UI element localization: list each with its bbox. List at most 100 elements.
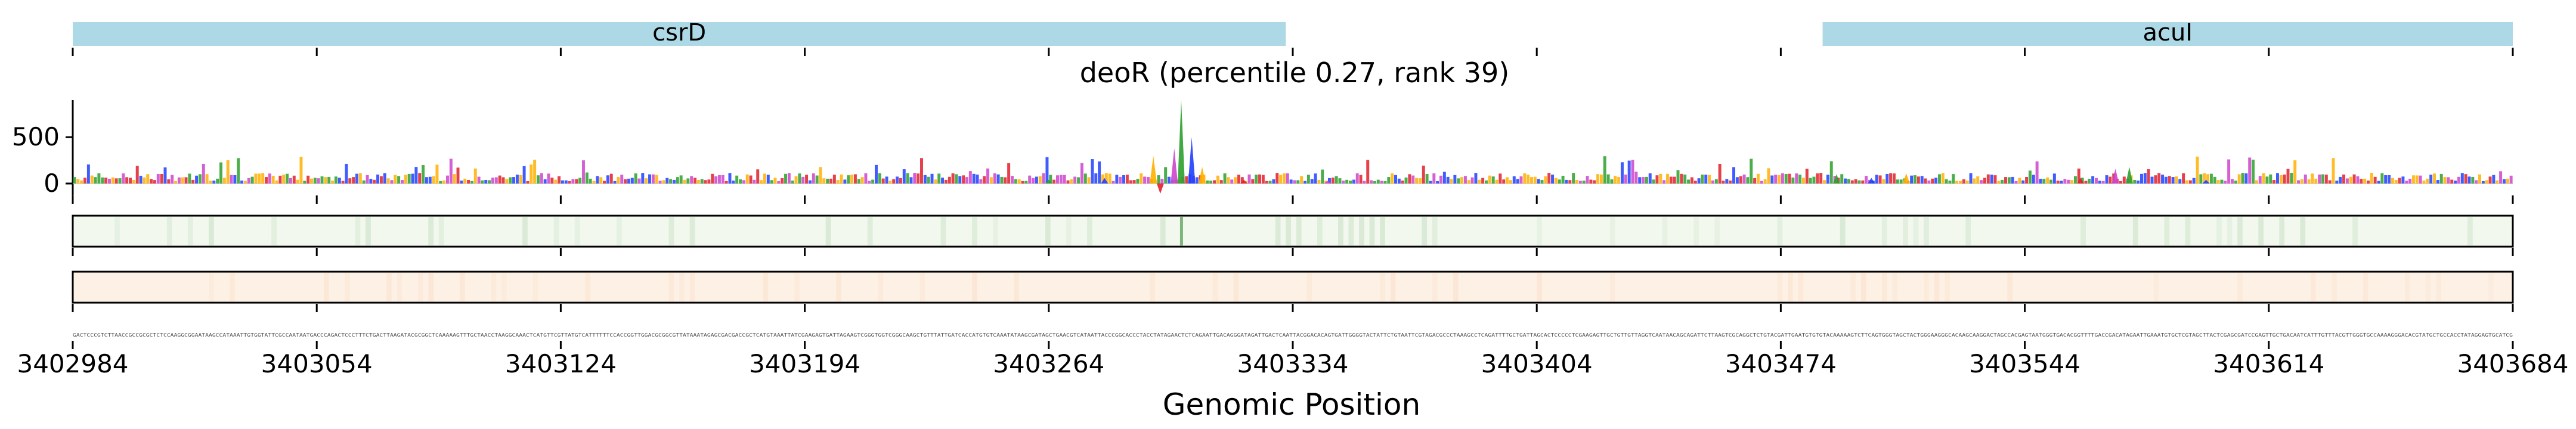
heatmap-cell	[1045, 217, 1051, 245]
logo-letter	[456, 167, 460, 184]
logo-letter	[1916, 176, 1920, 184]
logo-letter	[2415, 175, 2419, 184]
attribution-track: 500 0	[12, 100, 2514, 204]
logo-letter	[899, 178, 902, 184]
logo-letter	[1168, 176, 1171, 184]
logo-letter	[324, 177, 327, 184]
logo-letter	[292, 175, 296, 184]
logo-letter	[2154, 175, 2157, 184]
logo-letter	[1714, 179, 1718, 184]
logo-letter	[73, 177, 76, 184]
logo-letter	[909, 177, 913, 184]
logo-letter	[1491, 176, 1495, 184]
logo-letter	[962, 175, 965, 184]
logo-letter	[2157, 173, 2161, 184]
logo-letter	[2370, 173, 2373, 184]
logo-letter	[2436, 180, 2439, 184]
logo-letter	[1551, 175, 1555, 184]
heatmap-cell	[574, 217, 580, 245]
logo-letter	[1530, 177, 1533, 184]
logo-letter	[522, 166, 526, 184]
logo-letter	[1711, 180, 1714, 184]
logo-letter	[1032, 178, 1035, 184]
logo-letter	[1230, 179, 1234, 184]
logo-letter	[1690, 177, 1693, 184]
heatmap-cell	[689, 217, 695, 245]
logo-letter	[1934, 178, 1938, 184]
logo-letter	[338, 178, 341, 184]
logo-letter	[2391, 178, 2394, 184]
logo-letter	[2073, 176, 2077, 184]
logo-letter	[829, 178, 832, 184]
logo-letter	[2171, 177, 2175, 184]
logo-letter	[1599, 174, 1603, 184]
logo-letter	[1265, 181, 1268, 184]
logo-letter	[422, 165, 425, 184]
logo-letter	[1289, 179, 1293, 184]
sequence-segment: GTGGTATTCGCCAATAATGACCCAGACTCCCTTTCTGACT…	[247, 332, 421, 338]
logo-letter	[1634, 172, 1638, 184]
heatmap-cell	[1150, 273, 1156, 301]
logo-letter	[930, 173, 934, 184]
logo-letter	[1829, 161, 1833, 184]
logo-letter	[2224, 181, 2227, 184]
logo-letter	[2088, 178, 2091, 184]
logo-letter	[1321, 169, 1324, 184]
logo-letter	[934, 179, 937, 184]
logo-letter	[1140, 173, 1143, 184]
logo-letter	[181, 177, 184, 184]
logo-letter	[198, 174, 202, 184]
logo-letter	[993, 173, 996, 184]
logo-letter	[271, 176, 275, 184]
logo-letter	[1544, 176, 1547, 184]
heatmap-cell	[208, 273, 214, 301]
logo-letter	[191, 179, 195, 184]
logo-letter	[1593, 180, 1596, 184]
heatmap-cell	[2185, 217, 2191, 245]
logo-letter	[1732, 167, 1736, 184]
logo-letter	[2080, 178, 2084, 184]
heatmap-cell	[2227, 217, 2233, 245]
sequence-segment: GCCTCAGATTTTGCTGATTAGCACTCCCCCTCGAAGAGTT…	[1467, 332, 1641, 338]
logo-letter	[1983, 178, 1986, 184]
logo-letter	[254, 173, 258, 184]
logo-letter	[2496, 180, 2499, 184]
attribution-peak	[1240, 179, 1248, 184]
y-tick-label: 500	[12, 122, 60, 151]
logo-letter	[1565, 179, 1568, 184]
logo-letter	[2199, 174, 2203, 184]
heatmap-cell	[1934, 273, 1940, 301]
sequence-segment: TGTACAAAAAGTCTTCAGTGGGTAGCTACTGGGAAGGGCA…	[1816, 332, 1990, 338]
heatmap-cell	[1296, 217, 1302, 245]
logo-letter	[1049, 175, 1052, 184]
logo-letter	[167, 179, 171, 184]
logo-letter	[892, 179, 896, 184]
logo-letter	[801, 176, 805, 184]
logo-letter	[1816, 173, 1819, 184]
heatmap-cell	[2216, 217, 2222, 245]
logo-letter	[1136, 179, 1140, 184]
logo-letter	[2241, 173, 2244, 184]
logo-letter	[1261, 175, 1265, 184]
logo-letter	[1506, 177, 1509, 184]
logo-letter	[320, 176, 324, 184]
heatmap-cell	[1777, 273, 1783, 301]
logo-letter	[1052, 179, 1056, 184]
logo-letter	[2001, 179, 2004, 184]
logo-letter	[379, 176, 383, 184]
logo-letter	[1642, 177, 1645, 184]
heatmap-cell	[366, 217, 371, 245]
logo-letter	[1778, 175, 1781, 184]
sequence-segment: GCACCCTACCTATAGAACTCTCAGAATTGACAGGGATAGA…	[1119, 332, 1293, 338]
logo-letter	[592, 181, 596, 184]
logo-letter	[2237, 174, 2241, 184]
gene-label: acuI	[2142, 19, 2193, 46]
logo-letter	[2332, 158, 2335, 184]
logo-letter	[777, 181, 781, 184]
heatmap-cell	[2467, 217, 2473, 245]
logo-letter	[1606, 174, 1610, 184]
logo-letter	[1746, 177, 1750, 184]
logo-letter	[1795, 173, 1798, 184]
logo-letter	[1488, 175, 1491, 184]
heatmap-cell	[836, 273, 841, 301]
